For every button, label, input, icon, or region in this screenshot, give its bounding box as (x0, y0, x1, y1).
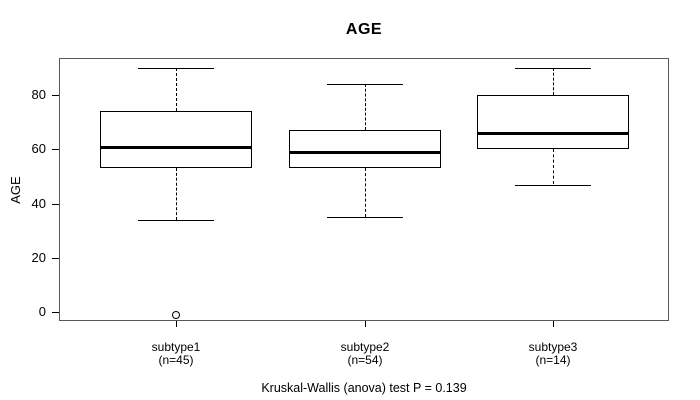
y-tick (52, 204, 59, 205)
y-tick-label: 80 (31, 87, 46, 102)
plot-frame (59, 58, 669, 321)
lower-whisker (553, 149, 554, 184)
upper-whisker-cap (515, 68, 591, 69)
group-n: (n=14) (535, 353, 571, 367)
lower-whisker-cap (327, 217, 403, 218)
lower-whisker-cap (515, 185, 591, 186)
group-label-subtype2: subtype2 (n=54) (290, 341, 440, 367)
upper-whisker (553, 68, 554, 95)
median-line (101, 146, 251, 149)
x-tick (365, 321, 366, 327)
x-tick (176, 321, 177, 327)
lower-whisker-cap (138, 220, 214, 221)
lower-whisker (365, 168, 366, 217)
iqr-box-subtype1 (100, 111, 252, 168)
y-tick (52, 258, 59, 259)
y-tick-label: 40 (31, 196, 46, 211)
iqr-box-subtype3 (477, 95, 629, 149)
upper-whisker (176, 68, 177, 111)
group-name: subtype3 (528, 340, 578, 354)
group-n: (n=45) (158, 353, 194, 367)
upper-whisker (365, 84, 366, 130)
y-tick-label: 20 (31, 250, 46, 265)
y-tick-label: 0 (38, 304, 46, 319)
y-tick (52, 149, 59, 150)
group-label-subtype1: subtype1 (n=45) (101, 341, 251, 367)
iqr-box-subtype2 (289, 130, 441, 168)
chart-title: AGE (345, 21, 383, 38)
upper-whisker-cap (327, 84, 403, 85)
y-tick (52, 312, 59, 313)
group-name: subtype2 (340, 340, 390, 354)
statistical-test-caption: Kruskal-Wallis (anova) test P = 0.139 (261, 381, 467, 395)
group-label-subtype3: subtype3 (n=14) (478, 341, 628, 367)
y-tick-label: 60 (31, 141, 46, 156)
lower-whisker (176, 168, 177, 220)
outlier-point (172, 311, 180, 319)
median-line (478, 132, 628, 135)
group-name: subtype1 (151, 340, 201, 354)
group-n: (n=54) (347, 353, 383, 367)
median-line (290, 151, 440, 154)
upper-whisker-cap (138, 68, 214, 69)
x-tick (553, 321, 554, 327)
y-tick (52, 95, 59, 96)
